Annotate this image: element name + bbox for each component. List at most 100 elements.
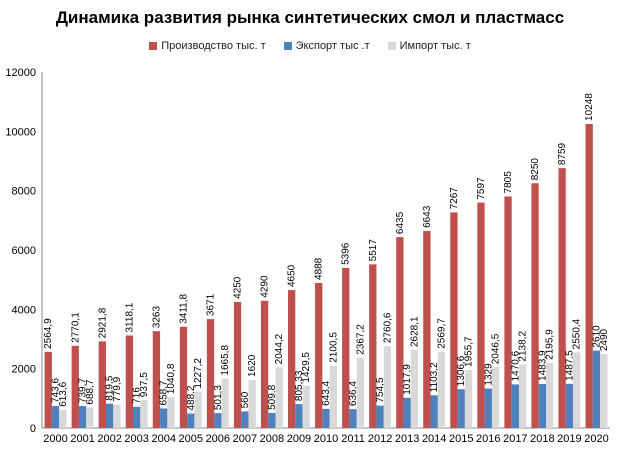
data-label-export-2018: 1483,9 — [537, 350, 548, 381]
x-tick-label: 2009 — [287, 433, 311, 445]
data-label-production-2019: 8759 — [557, 142, 568, 165]
x-tick-label: 2007 — [233, 433, 257, 445]
bar-production-2008 — [260, 300, 269, 428]
bar-import-2016 — [491, 367, 500, 428]
x-tick-label: 2006 — [206, 433, 230, 445]
x-tick-label: 2003 — [124, 433, 148, 445]
x-tick-label: 2000 — [43, 433, 67, 445]
x-tick-label: 2014 — [422, 433, 446, 445]
data-label-production-2020: 10248 — [584, 93, 595, 121]
bar-production-2016 — [477, 202, 485, 428]
data-label-export-2005: 488,2 — [186, 385, 197, 410]
legend-label-export: Экспорт тыс .т — [295, 40, 370, 52]
data-label-export-2012: 754,5 — [375, 377, 386, 402]
bar-production-2007 — [233, 301, 242, 428]
data-label-import-2009: 1429,5 — [301, 352, 312, 383]
data-label-import-2019: 2550,4 — [572, 318, 583, 349]
bar-import-2000 — [59, 409, 67, 428]
bar-production-2017 — [504, 196, 512, 428]
data-label-export-2002: 819,5 — [105, 375, 116, 400]
y-tick-label: 8000 — [12, 186, 36, 198]
bar-production-2003 — [125, 335, 134, 428]
y-tick-label: 4000 — [12, 304, 36, 316]
legend-item-export: Экспорт тыс .т — [283, 40, 370, 52]
data-label-export-2008: 509,8 — [267, 384, 278, 409]
bar-export-2016 — [484, 388, 492, 428]
data-label-production-2013: 6435 — [395, 211, 406, 234]
data-label-production-2017: 7805 — [503, 171, 514, 194]
bar-production-2002 — [98, 341, 106, 428]
x-tick-label: 2019 — [557, 433, 581, 445]
bar-production-2010 — [315, 282, 323, 428]
data-label-import-2013: 2628,1 — [409, 316, 420, 347]
y-tick-label: 6000 — [12, 245, 36, 257]
bar-production-2009 — [287, 290, 296, 428]
bar-import-2012 — [383, 346, 392, 428]
bar-export-2018 — [538, 383, 547, 428]
data-label-import-2000: 613,6 — [58, 381, 69, 406]
data-label-export-2011: 636,4 — [348, 381, 359, 406]
data-label-production-2015: 7267 — [449, 187, 460, 210]
bar-import-2014 — [437, 351, 446, 428]
bar-import-2007 — [248, 379, 256, 428]
legend-swatch-export — [283, 42, 292, 50]
data-label-production-2008: 4290 — [260, 275, 271, 298]
bar-export-2003 — [133, 406, 141, 428]
data-label-production-2007: 4250 — [233, 276, 244, 299]
bar-export-2011 — [349, 409, 357, 428]
data-label-export-2010: 643,4 — [321, 380, 332, 405]
legend-label-import: Импорт тыс. т — [399, 40, 471, 52]
data-label-production-2001: 2770,1 — [70, 312, 81, 343]
x-tick-label: 2020 — [584, 433, 608, 445]
data-label-import-2014: 2569,7 — [436, 318, 447, 349]
x-tick-label: 2002 — [97, 433, 121, 445]
data-label-import-2017: 2138,2 — [518, 331, 529, 362]
data-label-import-2005: 1227,2 — [193, 358, 204, 389]
bar-import-2001 — [86, 407, 94, 428]
data-label-production-2012: 5517 — [368, 239, 379, 262]
x-tick-label: 2013 — [395, 433, 419, 445]
chart-title: Динамика развития рынка синтетических см… — [55, 8, 565, 27]
legend-swatch-production — [149, 42, 158, 50]
data-label-import-2008: 2044,2 — [274, 333, 285, 364]
bar-production-2004 — [152, 331, 161, 428]
bar-export-2014 — [430, 395, 438, 428]
bar-import-2017 — [518, 364, 527, 428]
bar-export-2017 — [511, 384, 519, 428]
data-label-export-2006: 501,3 — [213, 385, 224, 410]
bar-production-2014 — [423, 230, 431, 428]
data-label-export-2000: 743,6 — [51, 377, 62, 402]
data-label-production-2009: 4650 — [287, 264, 298, 287]
data-label-production-2006: 3671 — [206, 293, 217, 316]
legend-label-production: Производство тыс. т — [161, 40, 266, 52]
bar-production-2015 — [450, 212, 458, 428]
bar-production-2005 — [179, 326, 188, 428]
bar-export-2020 — [592, 350, 601, 428]
data-label-import-2016: 2046,5 — [491, 333, 502, 364]
bar-import-2008 — [275, 367, 283, 428]
bar-production-2012 — [369, 264, 377, 428]
bar-export-2000 — [51, 405, 60, 428]
bar-export-2008 — [268, 412, 276, 428]
bar-import-2015 — [464, 369, 473, 428]
bar-import-2002 — [113, 404, 121, 428]
data-label-production-2016: 7597 — [476, 177, 487, 200]
y-tick-label: 2000 — [12, 364, 36, 376]
legend-item-production: Производство тыс. т — [149, 40, 266, 52]
data-label-import-2018: 2195,9 — [545, 329, 556, 360]
data-label-export-2016: 1329 — [483, 363, 494, 386]
data-label-export-2009: 805,33 — [294, 370, 305, 401]
data-label-production-2011: 5396 — [341, 242, 352, 265]
data-label-import-2015: 1955,7 — [464, 336, 475, 367]
x-tick-label: 2004 — [151, 433, 175, 445]
bar-import-2011 — [356, 357, 365, 428]
bar-import-2004 — [167, 397, 175, 428]
bar-export-2015 — [457, 389, 465, 428]
data-label-export-2014: 1103,2 — [429, 362, 440, 392]
bar-production-2000 — [44, 351, 52, 428]
data-label-export-2015: 1306,6 — [456, 355, 467, 386]
x-tick-label: 2016 — [476, 433, 500, 445]
x-tick-label: 2010 — [314, 433, 338, 445]
legend-swatch-import — [387, 42, 396, 50]
